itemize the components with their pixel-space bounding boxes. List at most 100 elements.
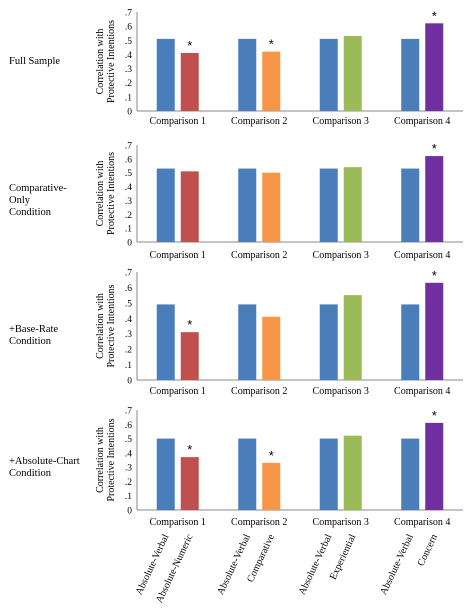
y-tick-label: .7 bbox=[125, 142, 132, 152]
y-tick-label: .7 bbox=[125, 269, 132, 279]
y-tick-label: .6 bbox=[125, 155, 132, 165]
bar-blue bbox=[319, 168, 338, 242]
bar-blue bbox=[238, 38, 257, 111]
y-axis-title: Protective Intentions bbox=[106, 284, 117, 367]
bar-type-label: Concern bbox=[416, 533, 440, 568]
y-tick-label: .1 bbox=[125, 492, 132, 502]
bar-blue bbox=[319, 438, 338, 510]
bar-type-label: Absolute-Verbal bbox=[215, 532, 253, 596]
bar-red bbox=[180, 171, 199, 242]
category-label: Comparison 2 bbox=[231, 517, 287, 528]
y-tick-label: .2 bbox=[125, 478, 132, 488]
bar-blue bbox=[238, 168, 257, 242]
y-tick-label: .6 bbox=[125, 284, 132, 294]
y-tick-label: .5 bbox=[125, 37, 132, 47]
significance-star: * bbox=[432, 8, 437, 23]
category-label: Comparison 4 bbox=[394, 250, 450, 261]
y-tick-label: 0 bbox=[127, 377, 132, 387]
y-tick-label: .4 bbox=[125, 315, 132, 325]
y-tick-label: .2 bbox=[125, 211, 132, 221]
y-tick-label: .2 bbox=[125, 346, 132, 356]
bar-green bbox=[343, 167, 362, 242]
category-label: Comparison 1 bbox=[150, 250, 206, 261]
significance-star: * bbox=[187, 442, 192, 457]
y-tick-label: .3 bbox=[125, 464, 132, 474]
bar-orange bbox=[262, 316, 281, 380]
row-label-comparative-only: Comparative- Only Condition bbox=[9, 183, 67, 218]
bar-blue bbox=[401, 38, 420, 111]
row-label-absolute-chart: +Absolute-Chart Condition bbox=[9, 456, 80, 479]
bar-blue bbox=[319, 304, 338, 380]
significance-star: * bbox=[269, 448, 274, 463]
bar-green bbox=[343, 435, 362, 510]
bar-purple bbox=[425, 156, 444, 242]
bar-blue bbox=[238, 304, 257, 380]
bar-orange bbox=[262, 172, 281, 242]
y-tick-label: .3 bbox=[125, 65, 132, 75]
category-label: Comparison 3 bbox=[313, 386, 369, 397]
category-label: Comparison 2 bbox=[231, 116, 287, 127]
bar-blue bbox=[156, 304, 175, 380]
bar-blue bbox=[401, 438, 420, 510]
y-axis-title: Correlation with bbox=[95, 29, 106, 95]
bar-blue bbox=[319, 38, 338, 111]
y-tick-label: .1 bbox=[125, 93, 132, 103]
y-tick-label: .6 bbox=[125, 421, 132, 431]
bar-blue bbox=[156, 168, 175, 242]
y-tick-label: .4 bbox=[125, 51, 132, 61]
y-tick-label: 0 bbox=[127, 507, 132, 517]
significance-star: * bbox=[187, 38, 192, 53]
y-tick-label: .3 bbox=[125, 330, 132, 340]
category-label: Comparison 4 bbox=[394, 386, 450, 397]
bar-green bbox=[343, 295, 362, 380]
y-tick-label: .5 bbox=[125, 299, 132, 309]
y-tick-label: 0 bbox=[127, 108, 132, 118]
y-tick-label: .1 bbox=[125, 361, 132, 371]
significance-star: * bbox=[187, 317, 192, 332]
category-label: Comparison 3 bbox=[313, 517, 369, 528]
y-axis-title: Protective Intentions bbox=[106, 152, 117, 235]
bar-orange bbox=[262, 462, 281, 510]
y-tick-label: .4 bbox=[125, 449, 132, 459]
bar-red bbox=[180, 457, 199, 510]
bar-red bbox=[180, 53, 199, 111]
significance-star: * bbox=[432, 268, 437, 283]
bar-type-label: Absolute-Verbal bbox=[378, 532, 416, 596]
y-tick-label: .6 bbox=[125, 23, 132, 33]
bar-blue bbox=[156, 38, 175, 111]
y-tick-label: .7 bbox=[125, 9, 132, 19]
significance-star: * bbox=[269, 37, 274, 52]
y-axis-title: Correlation with bbox=[95, 161, 106, 227]
bar-orange bbox=[262, 51, 281, 111]
bar-purple bbox=[425, 282, 444, 380]
bar-purple bbox=[425, 23, 444, 111]
y-tick-label: .1 bbox=[125, 225, 132, 235]
category-label: Comparison 3 bbox=[313, 116, 369, 127]
y-tick-label: .7 bbox=[125, 407, 132, 417]
category-label: Comparison 4 bbox=[394, 517, 450, 528]
category-label: Comparison 2 bbox=[231, 386, 287, 397]
bar-red bbox=[180, 332, 199, 380]
bar-green bbox=[343, 36, 362, 111]
y-tick-label: .2 bbox=[125, 79, 132, 89]
bar-blue bbox=[156, 438, 175, 510]
category-label: Comparison 1 bbox=[150, 517, 206, 528]
category-label: Comparison 3 bbox=[313, 250, 369, 261]
category-label: Comparison 4 bbox=[394, 116, 450, 127]
significance-star: * bbox=[432, 408, 437, 423]
category-label: Comparison 2 bbox=[231, 250, 287, 261]
bar-purple bbox=[425, 422, 444, 510]
row-label-full-sample: Full Sample bbox=[9, 56, 61, 67]
y-tick-label: 0 bbox=[127, 239, 132, 249]
bar-blue bbox=[238, 438, 257, 510]
y-axis-title: Protective Intentions bbox=[106, 418, 117, 501]
y-axis-title: Protective Intentions bbox=[106, 20, 117, 103]
category-label: Comparison 1 bbox=[150, 386, 206, 397]
y-axis-title: Correlation with bbox=[95, 293, 106, 359]
bar-blue bbox=[401, 304, 420, 380]
category-label: Comparison 1 bbox=[150, 116, 206, 127]
significance-star: * bbox=[432, 141, 437, 156]
bar-type-label: Absolute-Verbal bbox=[297, 532, 335, 596]
y-tick-label: .5 bbox=[125, 435, 132, 445]
